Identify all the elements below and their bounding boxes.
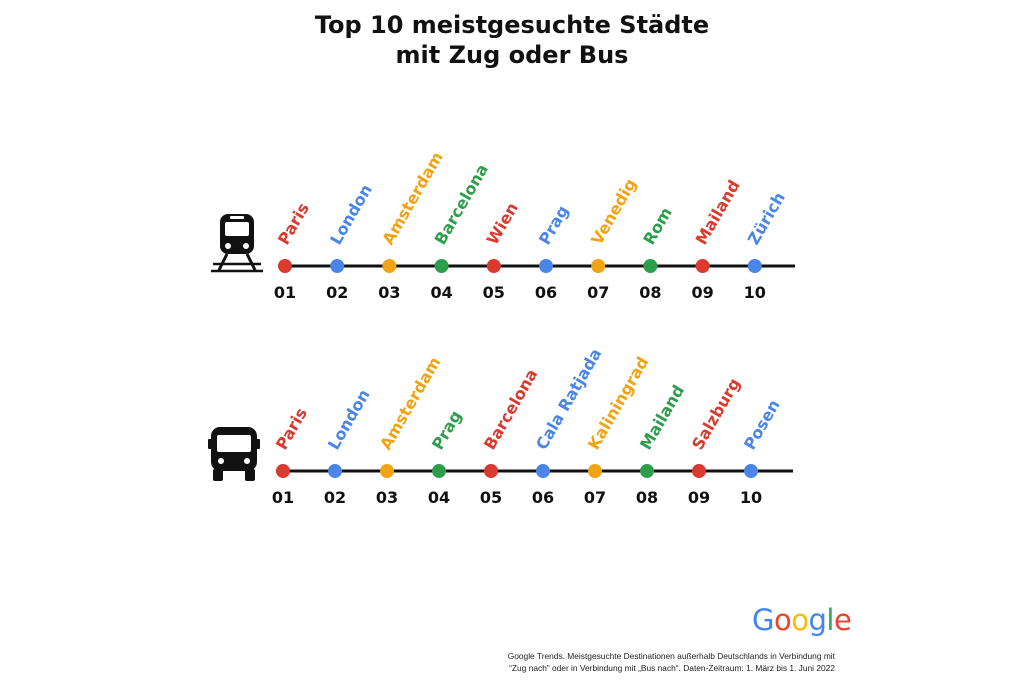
bus-stop-dot: [276, 464, 290, 478]
bus-stop-dot: [536, 464, 550, 478]
train-rank-label: 01: [274, 283, 296, 302]
train-stop-dot: [434, 259, 449, 273]
train-city-label: Zürich: [744, 189, 789, 248]
footnote-line-2: “Zug nach” oder in Verbindung mit „Bus n…: [509, 663, 835, 673]
bus-rank-label: 10: [740, 488, 762, 507]
title-line-2: mit Zug oder Bus: [395, 41, 629, 69]
train-stop-dot: [486, 259, 501, 273]
bus-rank-label: 05: [480, 488, 502, 507]
train-stop-dot: [539, 259, 553, 273]
bus-city-label: Barcelona: [480, 366, 541, 453]
train-rank-label: 10: [744, 283, 766, 302]
train-city-label: Venedig: [587, 175, 640, 248]
train-stop-dot: [591, 259, 606, 273]
bus-stop-dot: [484, 464, 498, 478]
train-city-label: Rom: [639, 204, 675, 248]
train-stop-dot: [278, 259, 292, 273]
train-icon: [211, 214, 263, 273]
train-stop-dot: [330, 259, 345, 273]
bus-rank-label: 07: [584, 488, 606, 507]
google-logo: Google: [752, 603, 852, 637]
bus-city-label: Paris: [272, 405, 311, 453]
train-stop-dot: [695, 259, 710, 273]
bus-stop-dot: [432, 464, 446, 478]
train-city-label: Mailand: [692, 177, 744, 248]
bus-city-label: Prag: [428, 407, 465, 453]
train-rank-label: 09: [691, 283, 713, 302]
bus-stop-dot: [692, 464, 706, 478]
bus-row: Paris01London02Amsterdam03Prag04Barcelon…: [272, 345, 793, 507]
bus-icon: [208, 427, 260, 481]
train-rank-label: 08: [639, 283, 661, 302]
train-city-label: Barcelona: [431, 161, 492, 248]
train-rank-label: 04: [430, 283, 452, 302]
logo-letter: o: [791, 603, 809, 637]
logo-letter: G: [752, 603, 774, 637]
train-city-label: Prag: [535, 202, 572, 248]
train-stop-dot: [382, 259, 397, 273]
bus-city-label: Salzburg: [688, 375, 744, 453]
bus-city-label: Posen: [740, 396, 784, 453]
bus-rank-label: 08: [636, 488, 658, 507]
bus-stop-dot: [380, 464, 394, 478]
bus-rank-label: 03: [376, 488, 398, 507]
train-city-label: Paris: [274, 200, 313, 248]
bus-rank-label: 09: [688, 488, 710, 507]
bus-stop-dot: [328, 464, 342, 478]
footnote-line-1: Google Trends. Meistgesuchte Destination…: [507, 651, 835, 661]
train-row: Paris01London02Amsterdam03Barcelona04Wie…: [274, 149, 795, 302]
train-rank-label: 03: [378, 283, 400, 302]
logo-letter: l: [826, 603, 834, 637]
train-city-label: London: [326, 181, 376, 248]
train-stop-dot: [747, 259, 762, 273]
train-stop-dot: [643, 259, 658, 273]
page-title: Top 10 meistgesuchte Städte mit Zug oder…: [0, 10, 1024, 70]
title-line-1: Top 10 meistgesuchte Städte: [314, 11, 710, 39]
bus-stop-dot: [744, 464, 758, 478]
train-city-label: Wien: [483, 199, 522, 248]
train-rank-label: 05: [483, 283, 505, 302]
bus-rank-label: 02: [324, 488, 346, 507]
logo-letter: o: [773, 603, 792, 637]
train-rank-label: 06: [535, 283, 557, 302]
bus-rank-label: 06: [532, 488, 554, 507]
train-rank-label: 07: [587, 283, 609, 302]
bus-city-label: London: [324, 386, 374, 453]
bus-city-label: Mailand: [636, 382, 688, 453]
bus-rank-label: 04: [428, 488, 450, 507]
logo-letter: g: [808, 603, 827, 637]
logo-letter: e: [833, 603, 852, 637]
bus-rank-label: 01: [272, 488, 294, 507]
train-rank-label: 02: [326, 283, 348, 302]
source-footnote: Google Trends. Meistgesuchte Destination…: [440, 650, 835, 674]
bus-stop-dot: [588, 464, 602, 478]
bus-stop-dot: [640, 464, 654, 478]
